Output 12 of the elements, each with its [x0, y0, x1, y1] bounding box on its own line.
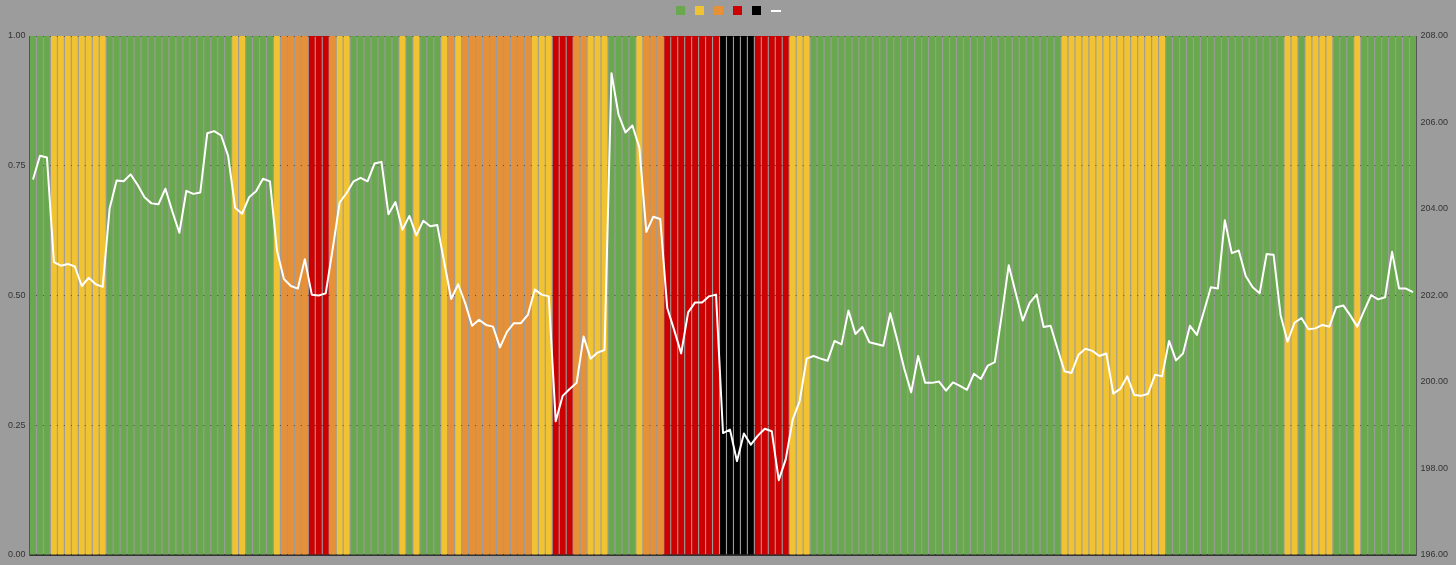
y2-tick-label: 206.00: [1420, 116, 1448, 127]
y2-tick-label: 200.00: [1420, 376, 1448, 387]
y-tick-label: 1.00: [7, 30, 26, 41]
y-tick-label: 0.25: [7, 419, 26, 430]
y2-tick-label: 196.00: [1420, 549, 1448, 560]
y2-tick-label: 208.00: [1420, 30, 1448, 41]
y-tick-label: 0.00: [7, 549, 26, 560]
y-tick-label: 0.50: [7, 289, 26, 300]
y2-tick-label: 198.00: [1420, 462, 1448, 473]
y2-tick-label: 202.00: [1420, 289, 1448, 300]
y-tick-label: 0.75: [7, 160, 26, 171]
y2-tick-label: 204.00: [1420, 203, 1448, 214]
